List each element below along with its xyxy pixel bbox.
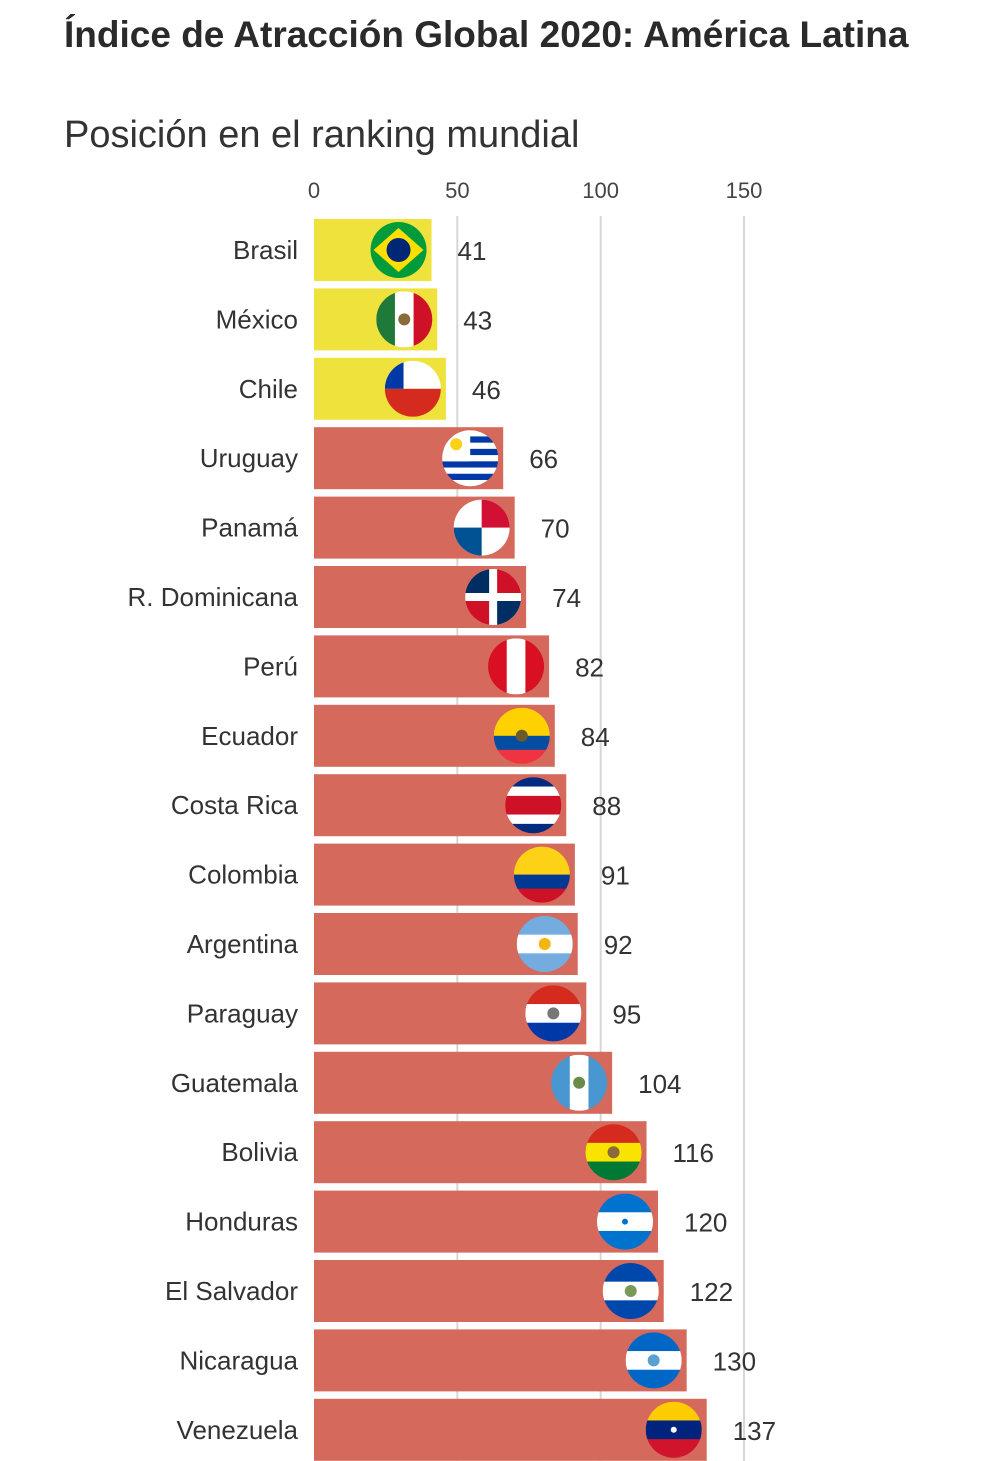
uruguay-flag-icon xyxy=(442,430,499,487)
value-label: 91 xyxy=(601,861,630,891)
bar-row: Chile 46 xyxy=(239,357,501,420)
nicaragua-flag-icon xyxy=(625,1332,682,1389)
honduras-flag-icon xyxy=(597,1193,653,1250)
bar-row: Panamá 70 xyxy=(201,496,570,559)
category-label: México xyxy=(216,304,298,334)
value-label: 74 xyxy=(552,583,581,613)
costa-rica-flag-icon xyxy=(505,777,562,834)
category-label: Honduras xyxy=(185,1207,298,1237)
value-label: 41 xyxy=(458,236,487,266)
bar-row: Guatemala 104 xyxy=(171,1051,682,1114)
bar-row: R. Dominicana 74 xyxy=(127,566,581,628)
bar-row: Perú 82 xyxy=(243,635,604,698)
bar-row: Bolivia 116 xyxy=(221,1121,714,1184)
dominican-republic-flag-icon xyxy=(465,569,522,625)
peru-flag-icon xyxy=(488,638,545,695)
value-label: 82 xyxy=(575,652,604,682)
bar-row: El Salvador 122 xyxy=(165,1260,733,1322)
value-label: 137 xyxy=(733,1416,776,1446)
bolivia-flag-icon xyxy=(585,1124,642,1181)
bar-row: Argentina 92 xyxy=(187,913,633,975)
category-label: R. Dominicana xyxy=(127,582,298,612)
x-tick-label: 100 xyxy=(582,178,619,203)
category-label: Uruguay xyxy=(200,443,298,473)
category-label: Brasil xyxy=(233,235,298,265)
value-label: 70 xyxy=(541,514,570,544)
bar-row: Venezuela 137 xyxy=(177,1398,776,1461)
value-label: 43 xyxy=(463,305,492,335)
bar-row: Ecuador 84 xyxy=(201,704,610,767)
category-label: Colombia xyxy=(188,860,298,890)
bar xyxy=(314,1329,687,1392)
el-salvador-flag-icon xyxy=(602,1263,659,1319)
category-label: Perú xyxy=(243,651,298,681)
value-label: 122 xyxy=(690,1277,733,1307)
bar-row: Nicaragua 130 xyxy=(179,1329,756,1392)
panama-flag-icon xyxy=(453,499,510,556)
category-label: El Salvador xyxy=(165,1276,298,1306)
category-label: Nicaragua xyxy=(179,1345,298,1375)
value-label: 84 xyxy=(581,722,610,752)
value-label: 120 xyxy=(684,1208,727,1238)
bar-row: Brasil 41 xyxy=(233,219,486,281)
bar-row: Uruguay 66 xyxy=(200,427,558,490)
category-label: Chile xyxy=(239,374,298,404)
category-label: Paraguay xyxy=(187,998,298,1028)
category-label: Venezuela xyxy=(177,1415,299,1445)
guatemala-flag-icon xyxy=(551,1054,608,1111)
paraguay-flag-icon xyxy=(525,985,582,1042)
value-label: 88 xyxy=(592,791,621,821)
x-tick-label: 150 xyxy=(726,178,763,203)
venezuela-flag-icon xyxy=(645,1401,702,1458)
category-label: Costa Rica xyxy=(171,790,299,820)
value-label: 92 xyxy=(604,930,633,960)
bar-row: Colombia 91 xyxy=(188,843,630,906)
bar-row: México 43 xyxy=(216,288,492,351)
bar-row: Honduras 120 xyxy=(185,1190,727,1253)
chile-flag-icon xyxy=(384,360,441,417)
value-label: 130 xyxy=(713,1346,756,1376)
x-tick-label: 0 xyxy=(308,178,320,203)
value-label: 104 xyxy=(638,1069,681,1099)
chart-title: Índice de Atracción Global 2020: América… xyxy=(64,14,909,55)
x-tick-label: 50 xyxy=(445,178,469,203)
value-label: 66 xyxy=(529,444,558,474)
value-label: 116 xyxy=(673,1138,714,1168)
argentina-flag-icon xyxy=(516,916,573,972)
bar-row: Costa Rica 88 xyxy=(171,774,621,837)
chart-subtitle: Posición en el ranking mundial xyxy=(64,114,580,156)
category-label: Panamá xyxy=(201,513,298,543)
category-label: Argentina xyxy=(187,929,299,959)
bar xyxy=(314,1398,707,1461)
category-label: Guatemala xyxy=(171,1068,299,1098)
category-label: Ecuador xyxy=(201,721,298,751)
value-label: 95 xyxy=(612,999,641,1029)
category-label: Bolivia xyxy=(221,1137,298,1167)
bar-row: Paraguay 95 xyxy=(187,982,641,1045)
value-label: 46 xyxy=(472,375,501,405)
brazil-flag-icon xyxy=(370,222,427,278)
mexico-flag-icon xyxy=(376,291,433,348)
